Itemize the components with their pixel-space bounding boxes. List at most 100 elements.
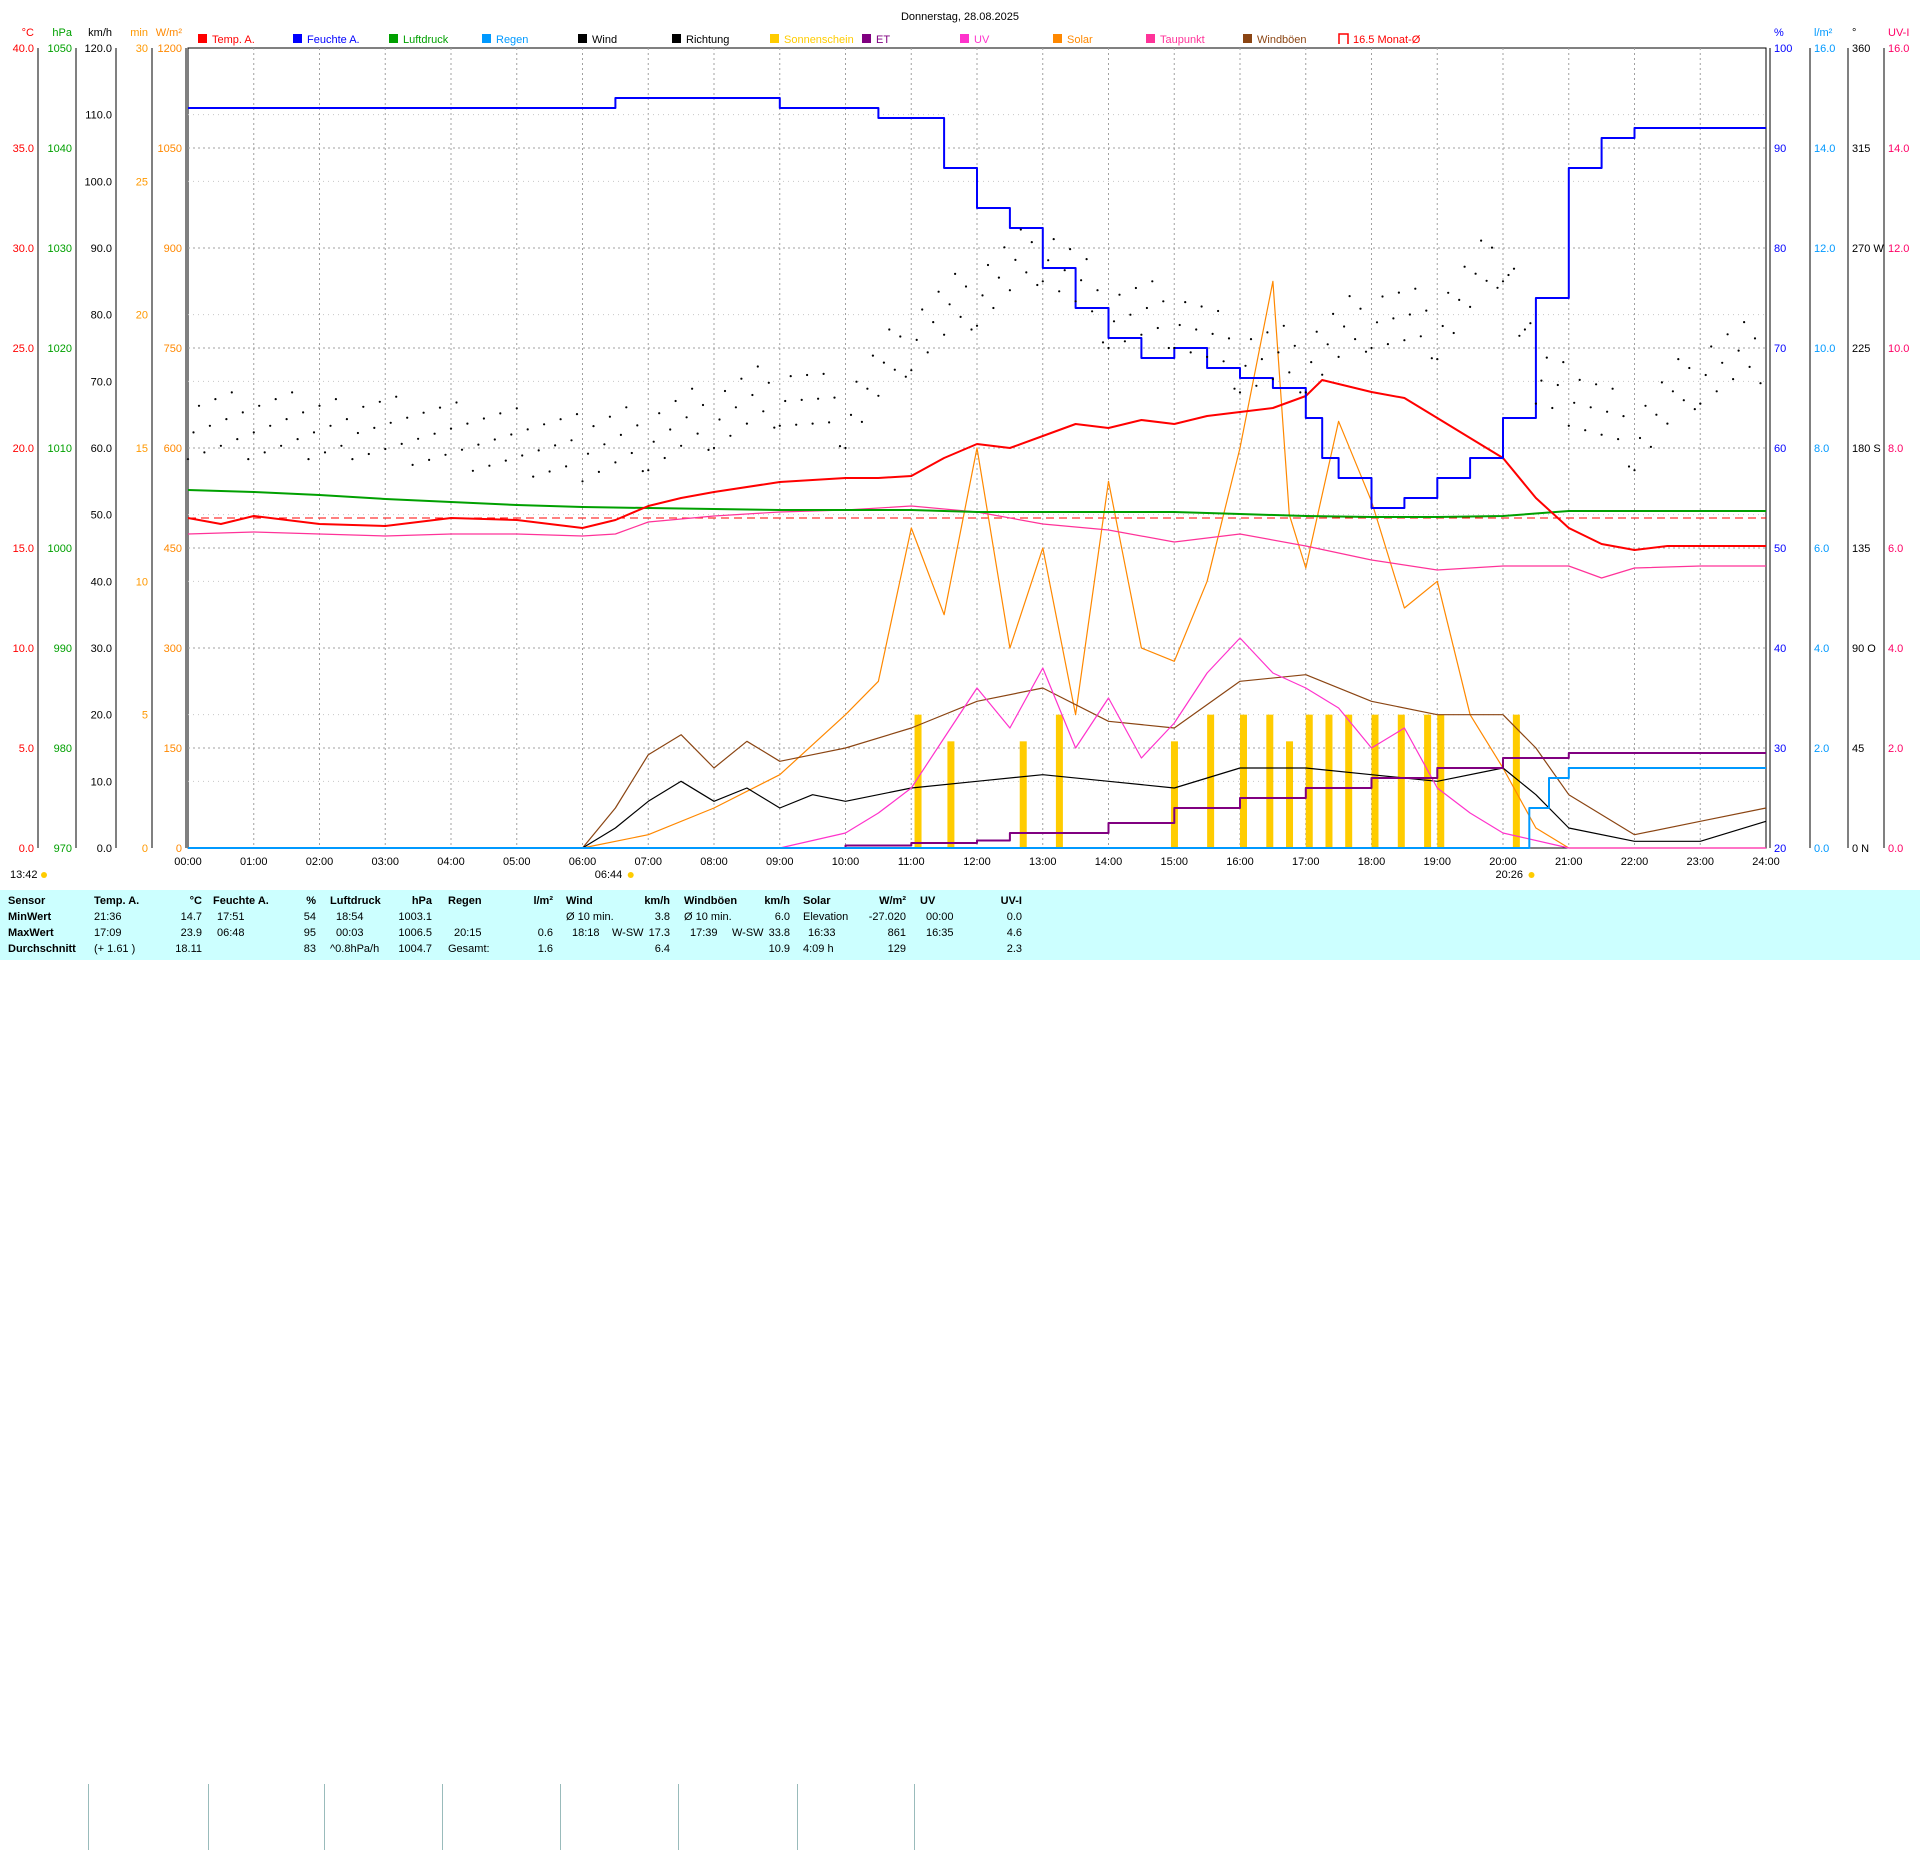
axes: 00:00 01:00 02:00 03:00 04:00 05:00 06:00 07:00… [13,27,1910,868]
stats-header-temp: Temp. A. [94,895,140,907]
direction-point [1447,291,1450,294]
y-tick-label: 110.0 [85,110,112,122]
stats-wind-value: 3.8 [654,911,670,923]
direction-point [707,448,710,451]
sunshine-bar [1240,714,1247,848]
y-tick-label: 2.0 [1814,743,1829,755]
direction-point [1682,399,1685,402]
direction-point [329,424,332,427]
stats-press-time: 00:03 [336,927,364,939]
direction-point [1266,331,1269,334]
direction-point [1518,334,1521,337]
direction-point [471,469,474,472]
direction-point [1441,324,1444,328]
stats-gust-time: Ø 10 min. [684,911,732,923]
direction-point [1425,309,1428,312]
solar-line [188,280,1766,849]
direction-point [789,375,792,378]
stats-uv-time: 00:00 [926,911,954,923]
y-tick-label: 20 [1774,843,1786,855]
direction-point [1671,390,1674,393]
sunshine-bar [1437,714,1445,848]
direction-point [1315,330,1318,333]
direction-point [652,440,655,443]
stats-temp-time: 17:09 [94,927,122,939]
direction-point [904,375,907,378]
direction-point [1397,291,1400,294]
stats-hum-time: 17:51 [217,911,245,923]
stats-press-value: 1004.7 [398,943,432,955]
direction-point [849,413,853,416]
sunset-label: 20:26 [1495,869,1523,881]
legend-label: Feuchte A. [307,34,360,46]
direction-point [1299,391,1302,394]
direction-point [1096,289,1099,292]
direction-point [773,426,776,429]
y-tick-label: 0 [142,843,148,855]
direction-point [548,470,551,473]
direction-point [647,469,650,472]
direction-point [586,452,590,455]
sunshine-bar [1371,714,1379,848]
stats-solar-time: 4:09 h [803,943,834,955]
direction-point [882,361,886,364]
direction-point [734,406,738,409]
x-tick-label: 18:00 [1358,856,1386,868]
direction-point [1490,246,1494,249]
y-axis-unit: km/h [88,27,112,39]
direction-point [1627,465,1631,468]
direction-point [362,405,365,408]
y-tick-label: 60.0 [91,443,112,455]
y-tick-label: 20 [136,310,148,322]
direction-point [1408,313,1411,316]
x-tick-label: 13:00 [1029,856,1057,868]
direction-point [1430,357,1433,360]
direction-point [1638,436,1642,440]
legend-swatch [578,34,587,43]
y-tick-label: 20.0 [13,443,34,455]
x-tick-label: 11:00 [898,856,925,868]
direction-point [1118,293,1121,296]
y-tick-label: 15 [136,443,148,455]
y-axis-unit: °C [22,27,34,39]
direction-point [400,442,403,445]
direction-point [860,420,864,423]
sunshine-bar [1207,714,1215,848]
direction-point [997,276,1001,279]
legend-label: Luftdruck [403,34,449,46]
x-tick-label: 03:00 [371,856,399,868]
stats-solar-value: 129 [887,943,906,955]
stats-solar-value: 861 [887,927,906,939]
direction-point [1704,373,1707,377]
column-divider [88,1784,89,1850]
y-tick-label: 100.0 [84,176,112,188]
direction-point [1173,346,1176,350]
direction-point [367,452,370,456]
direction-point [877,394,880,397]
y-tick-label: 14.0 [1888,143,1909,155]
direction-point [1030,241,1033,244]
direction-point [1041,280,1044,283]
direction-point [203,451,206,454]
direction-point [822,372,825,375]
direction-point [1567,424,1570,427]
direction-point [291,391,294,394]
direction-point [1573,401,1576,404]
direction-point [1036,283,1039,287]
y-tick-label: 990 [54,643,72,655]
direction-point [466,422,469,425]
stats-temp-time: 21:36 [94,911,122,923]
direction-point [1660,381,1663,384]
rain-line [188,767,1766,849]
direction-point [767,381,770,384]
legend-label: Solar [1067,34,1093,46]
stats-row-label: MaxWert [8,927,54,939]
direction-point [1151,280,1154,283]
direction-point [1184,301,1187,304]
y-axis-unit: W/m² [156,27,183,39]
y-tick-label: 750 [164,343,182,355]
sunrise-icon [627,872,634,878]
stats-hum-value: 95 [303,927,316,939]
direction-point [312,431,316,434]
wind-line [188,767,1767,849]
